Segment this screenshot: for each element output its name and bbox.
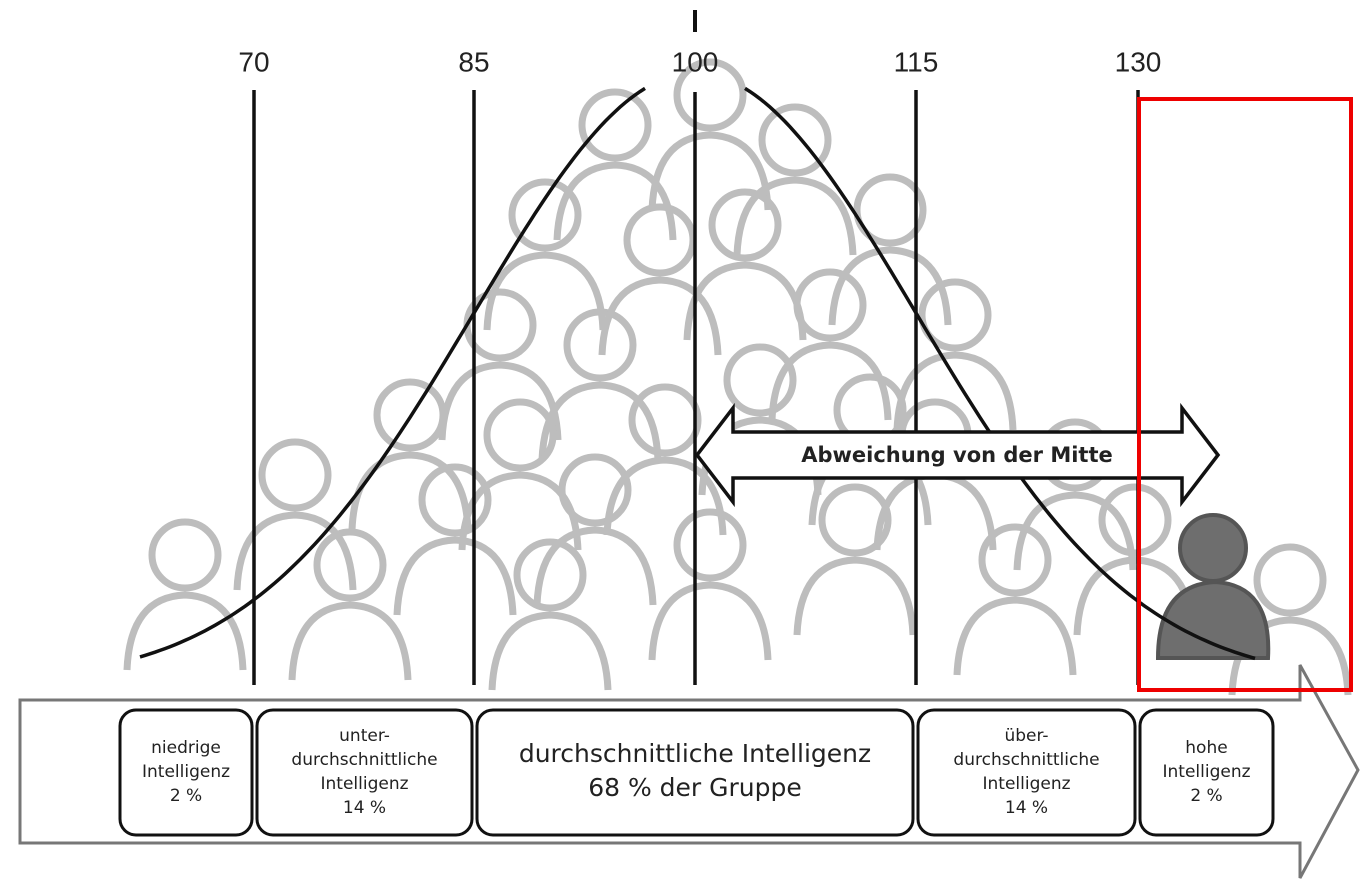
category-text: 68 % der Gruppe — [588, 773, 802, 802]
category-text: Intelligenz — [1162, 762, 1250, 782]
scale-label: 100 — [672, 46, 719, 77]
highlighted-person — [1158, 515, 1268, 658]
person-body — [292, 605, 408, 680]
person-body — [652, 585, 768, 660]
person-body — [832, 250, 948, 325]
person-head — [1102, 487, 1168, 553]
person-body — [127, 595, 243, 670]
person-head — [582, 92, 648, 158]
category-text: hohe — [1185, 738, 1227, 758]
person-head — [262, 442, 328, 508]
category-text: durchschnittliche — [291, 750, 437, 770]
person-head — [712, 192, 778, 258]
category-text: durchschnittliche Intelligenz — [519, 739, 871, 768]
category-text: 14 % — [343, 798, 386, 818]
category-text: über- — [1004, 726, 1048, 746]
person-head — [632, 387, 698, 453]
category-text: durchschnittliche — [953, 750, 1099, 770]
person-head — [467, 292, 533, 358]
person-body — [397, 540, 513, 615]
person-head — [797, 272, 863, 338]
scale-label: 70 — [238, 46, 269, 77]
category-text: niedrige — [151, 738, 221, 758]
person-head — [1257, 547, 1323, 613]
scale-label: 130 — [1115, 46, 1162, 77]
arrow-label: Abweichung von der Mitte — [801, 443, 1113, 467]
diagram: Abweichung von der Mitte niedrige Intelli… — [0, 0, 1361, 885]
crowd — [127, 62, 1348, 695]
person-body — [877, 475, 993, 550]
category-text: 2 % — [1190, 786, 1222, 806]
category-text: Intelligenz — [320, 774, 408, 794]
person-body — [492, 615, 608, 690]
person-head — [627, 207, 693, 273]
person-head — [152, 522, 218, 588]
person-body — [442, 365, 558, 440]
category-boxes: niedrige Intelligenz 2 % unter-durchschnitt… — [120, 710, 1273, 835]
person-body — [797, 560, 913, 635]
scale-label: 85 — [458, 46, 489, 77]
category-text: Intelligenz — [142, 762, 230, 782]
category-text: unter- — [339, 726, 390, 746]
person-body — [957, 600, 1073, 675]
category-text: Intelligenz — [982, 774, 1070, 794]
category-text: 2 % — [170, 786, 202, 806]
category-text: 14 % — [1005, 798, 1048, 818]
person-head — [677, 512, 743, 578]
scale-label: 115 — [894, 46, 939, 77]
